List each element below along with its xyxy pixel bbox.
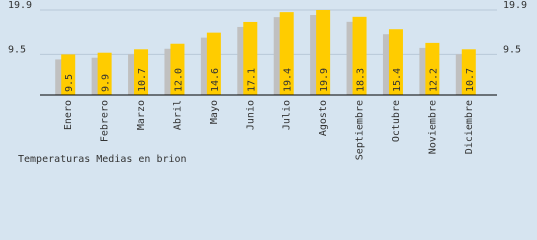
- bar: [279, 12, 294, 95]
- value-label: 19.9: [319, 68, 330, 92]
- x-tick-label: Julio: [282, 100, 293, 130]
- bar: [134, 49, 149, 95]
- bar: [316, 10, 331, 95]
- y-tick-label: 19.9: [8, 0, 32, 11]
- value-label: 12.2: [428, 68, 439, 92]
- bar: [206, 32, 221, 95]
- bar: [352, 16, 367, 96]
- value-label: 10.7: [465, 68, 476, 92]
- x-tick-label: Agosto: [318, 100, 329, 136]
- x-tick-label: Marzo: [136, 100, 147, 130]
- value-label: 17.1: [246, 68, 257, 92]
- y-tick-label: 9.5: [8, 44, 26, 55]
- value-label: 15.4: [392, 68, 403, 92]
- x-tick-label: Noviembre: [427, 100, 438, 154]
- bar: [97, 52, 112, 95]
- x-tick-label: Septiembre: [355, 100, 366, 160]
- value-label: 10.7: [137, 68, 148, 92]
- y-tick-label-right: 19.9: [503, 0, 527, 11]
- value-label: 9.5: [64, 74, 75, 92]
- x-tick-label: Diciembre: [464, 100, 475, 154]
- bar: [425, 42, 440, 95]
- bar: [170, 43, 185, 95]
- value-label: 9.9: [101, 74, 112, 92]
- x-tick-label: Enero: [63, 100, 74, 130]
- value-label: 19.4: [283, 68, 294, 92]
- x-tick-label: Abril: [172, 100, 183, 130]
- bar: [461, 49, 476, 95]
- x-tick-label: Junio: [245, 100, 256, 130]
- value-label: 14.6: [210, 68, 221, 92]
- chart-title: Temperaturas Medias en brion: [18, 154, 187, 165]
- x-tick-label: Mayo: [209, 100, 220, 124]
- chart: Temperaturas Medias en brion 9.5 9.5 19.9 1…: [8, 0, 527, 165]
- x-tick-label: Octubre: [391, 100, 402, 142]
- value-label: 12.0: [173, 68, 184, 92]
- bar: [61, 54, 76, 95]
- value-label: 18.3: [356, 68, 367, 92]
- y-tick-label-right: 9.5: [503, 44, 521, 55]
- bar: [243, 21, 258, 95]
- bar: [388, 29, 403, 95]
- x-tick-label: Febrero: [100, 100, 111, 142]
